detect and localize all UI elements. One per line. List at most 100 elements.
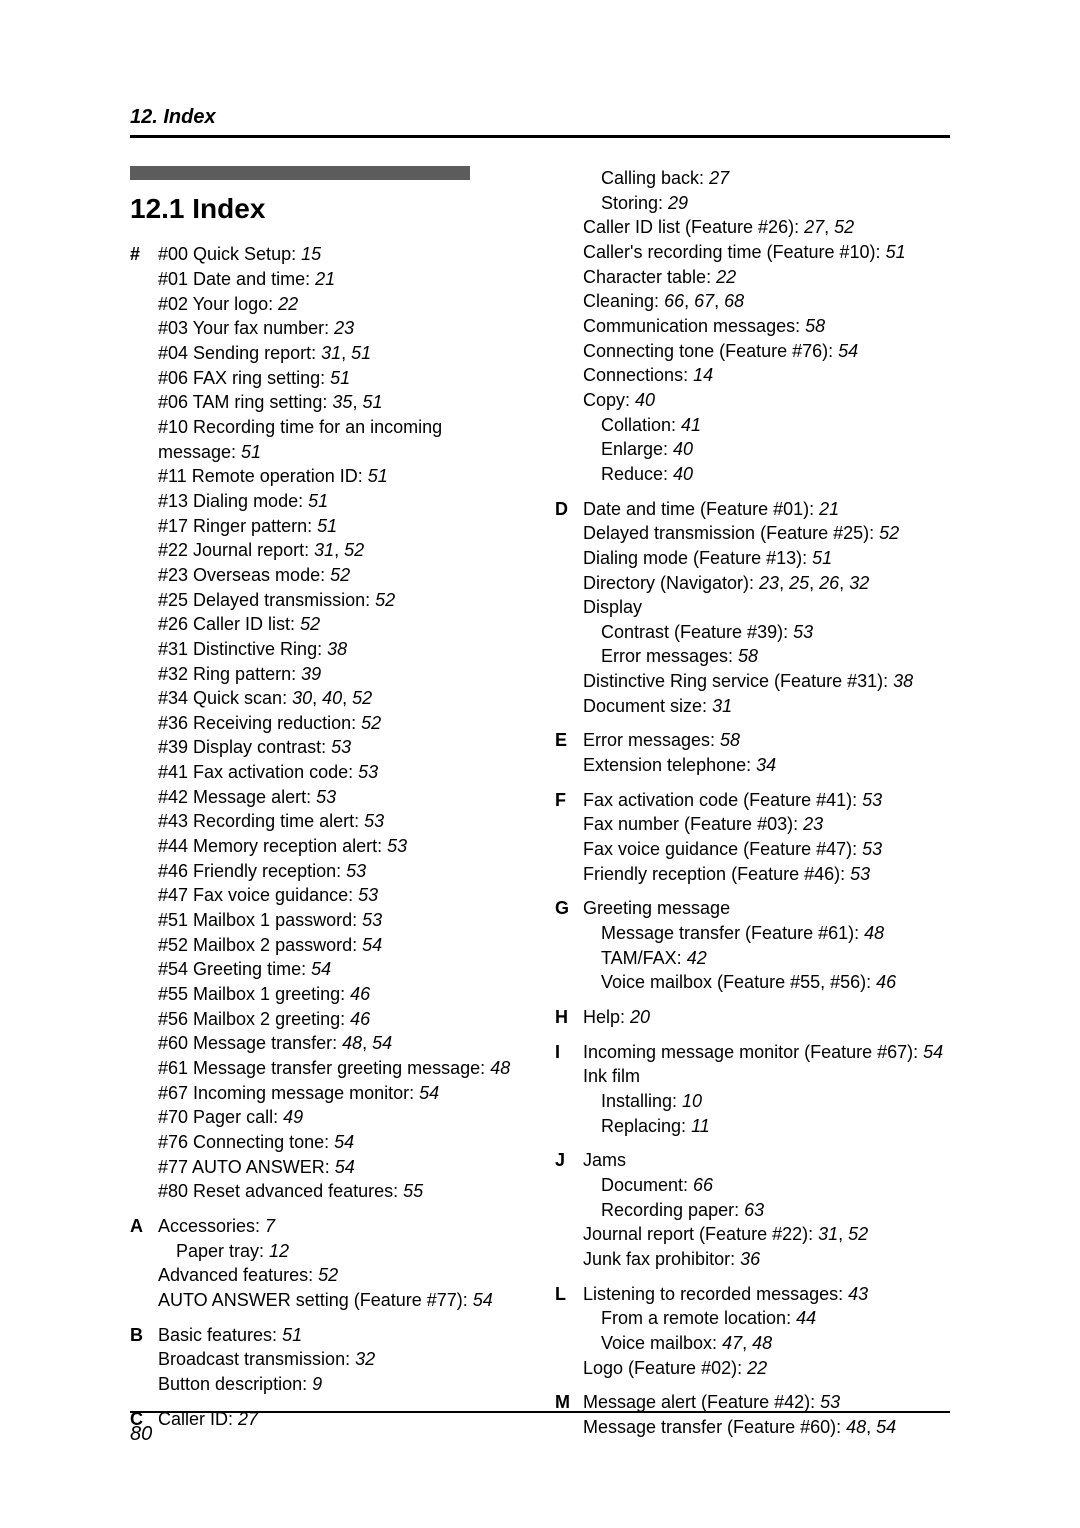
entry-text: #76 Connecting tone: bbox=[158, 1132, 334, 1152]
entry-text: Jams bbox=[583, 1150, 626, 1170]
page-ref: 30 bbox=[292, 688, 312, 708]
index-entry: #10 Recording time for an incoming bbox=[158, 415, 525, 440]
entry-text: #36 Receiving reduction: bbox=[158, 713, 361, 733]
index-entry: #41 Fax activation code: 53 bbox=[158, 760, 525, 785]
entry-text: #54 Greeting time: bbox=[158, 959, 311, 979]
entry-text: #17 Ringer pattern: bbox=[158, 516, 317, 536]
index-entry: Connections: 14 bbox=[583, 363, 950, 388]
entry-text: #26 Caller ID list: bbox=[158, 614, 300, 634]
entry-text: Advanced features: bbox=[158, 1265, 318, 1285]
entry-text: #70 Pager call: bbox=[158, 1107, 283, 1127]
page-ref: 54 bbox=[334, 1132, 354, 1152]
page-ref: 54 bbox=[372, 1033, 392, 1053]
entry-text: Document size: bbox=[583, 696, 712, 716]
entry-text: #56 Mailbox 2 greeting: bbox=[158, 1009, 350, 1029]
index-entry: Directory (Navigator): 23, 25, 26, 32 bbox=[583, 571, 950, 596]
page-ref: 51 bbox=[330, 368, 350, 388]
entry-text: Replacing: bbox=[601, 1116, 691, 1136]
left-column: 12.1 Index ##00 Quick Setup: 15#01 Date … bbox=[130, 166, 525, 1450]
index-entry: Advanced features: 52 bbox=[158, 1263, 525, 1288]
entry-text: Communication messages: bbox=[583, 316, 805, 336]
entry-text: , bbox=[838, 1224, 848, 1244]
page-ref: 55 bbox=[403, 1181, 423, 1201]
index-entry: Contrast (Feature #39): 53 bbox=[583, 620, 950, 645]
page-ref: 48 bbox=[490, 1058, 510, 1078]
index-entry: #43 Recording time alert: 53 bbox=[158, 809, 525, 834]
index-letter: # bbox=[130, 242, 140, 267]
index-entry: Document size: 31 bbox=[583, 694, 950, 719]
page-ref: 22 bbox=[278, 294, 298, 314]
page-ref: 63 bbox=[744, 1200, 764, 1220]
page-ref: 52 bbox=[318, 1265, 338, 1285]
page-ref: 38 bbox=[893, 671, 913, 691]
entry-text: #51 Mailbox 1 password: bbox=[158, 910, 362, 930]
footer: 80 bbox=[130, 1411, 950, 1446]
page-ref: 25 bbox=[789, 573, 809, 593]
page-ref: 14 bbox=[693, 365, 713, 385]
index-entry: Reduce: 40 bbox=[583, 462, 950, 487]
index-entry: Fax number (Feature #03): 23 bbox=[583, 812, 950, 837]
page-ref: 31 bbox=[321, 343, 341, 363]
entry-text: #11 Remote operation ID: bbox=[158, 466, 368, 486]
entry-text: , bbox=[342, 688, 352, 708]
index-entry: Display bbox=[583, 595, 950, 620]
entry-text: Collation: bbox=[601, 415, 681, 435]
page-ref: 52 bbox=[879, 523, 899, 543]
entry-text: Contrast (Feature #39): bbox=[601, 622, 793, 642]
entry-text: , bbox=[684, 291, 694, 311]
entry-text: Fax voice guidance (Feature #47): bbox=[583, 839, 862, 859]
entry-text: Installing: bbox=[601, 1091, 682, 1111]
page-ref: 22 bbox=[747, 1358, 767, 1378]
entry-text: Message alert (Feature #42): bbox=[583, 1392, 820, 1412]
index-letter: D bbox=[555, 497, 568, 522]
page-ref: 54 bbox=[838, 341, 858, 361]
entry-text: Voice mailbox: bbox=[601, 1333, 722, 1353]
entry-text: Copy: bbox=[583, 390, 635, 410]
index-entry: #25 Delayed transmission: 52 bbox=[158, 588, 525, 613]
page-ref: 53 bbox=[364, 811, 384, 831]
content-columns: 12.1 Index ##00 Quick Setup: 15#01 Date … bbox=[130, 166, 950, 1450]
entry-text: #06 TAM ring setting: bbox=[158, 392, 332, 412]
page-ref: 53 bbox=[862, 790, 882, 810]
index-letter: B bbox=[130, 1323, 143, 1348]
index-entry: Replacing: 11 bbox=[583, 1114, 950, 1139]
index-content: JamsDocument: 66Recording paper: 63Journ… bbox=[555, 1148, 950, 1271]
index-entry: Accessories: 7 bbox=[158, 1214, 525, 1239]
index-entry: #44 Memory reception alert: 53 bbox=[158, 834, 525, 859]
index-entry: #06 TAM ring setting: 35, 51 bbox=[158, 390, 525, 415]
index-entry: Journal report (Feature #22): 31, 52 bbox=[583, 1222, 950, 1247]
page-ref: 51 bbox=[351, 343, 371, 363]
entry-text: #42 Message alert: bbox=[158, 787, 316, 807]
page-ref: 53 bbox=[331, 737, 351, 757]
page-ref: 22 bbox=[716, 267, 736, 287]
index-entry: #03 Your fax number: 23 bbox=[158, 316, 525, 341]
index-entry: Calling back: 27 bbox=[583, 166, 950, 191]
index-letter: I bbox=[555, 1040, 560, 1065]
page-ref: 34 bbox=[756, 755, 776, 775]
entry-text: Button description: bbox=[158, 1374, 312, 1394]
index-entry: #32 Ring pattern: 39 bbox=[158, 662, 525, 687]
page-ref: 23 bbox=[803, 814, 823, 834]
index-entry: Ink film bbox=[583, 1064, 950, 1089]
entry-text: , bbox=[779, 573, 789, 593]
index-block: HHelp: 20 bbox=[555, 1005, 950, 1030]
page-ref: 48 bbox=[342, 1033, 362, 1053]
index-entry: Jams bbox=[583, 1148, 950, 1173]
index-entry: Voice mailbox (Feature #55, #56): 46 bbox=[583, 970, 950, 995]
index-entry: Date and time (Feature #01): 21 bbox=[583, 497, 950, 522]
index-content: Calling back: 27Storing: 29Caller ID lis… bbox=[555, 166, 950, 487]
page-ref: 40 bbox=[635, 390, 655, 410]
index-block: FFax activation code (Feature #41): 53Fa… bbox=[555, 788, 950, 887]
entry-text: Junk fax prohibitor: bbox=[583, 1249, 740, 1269]
entry-text: Incoming message monitor (Feature #67): bbox=[583, 1042, 923, 1062]
page-ref: 40 bbox=[322, 688, 342, 708]
entry-text: , bbox=[742, 1333, 752, 1353]
page-ref: 12 bbox=[269, 1241, 289, 1261]
page-ref: 7 bbox=[265, 1216, 275, 1236]
entry-text: , bbox=[362, 1033, 372, 1053]
index-entry: Friendly reception (Feature #46): 53 bbox=[583, 862, 950, 887]
page-ref: 15 bbox=[301, 244, 321, 264]
page-ref: 53 bbox=[862, 839, 882, 859]
entry-text: #67 Incoming message monitor: bbox=[158, 1083, 419, 1103]
entry-text: , bbox=[341, 343, 351, 363]
